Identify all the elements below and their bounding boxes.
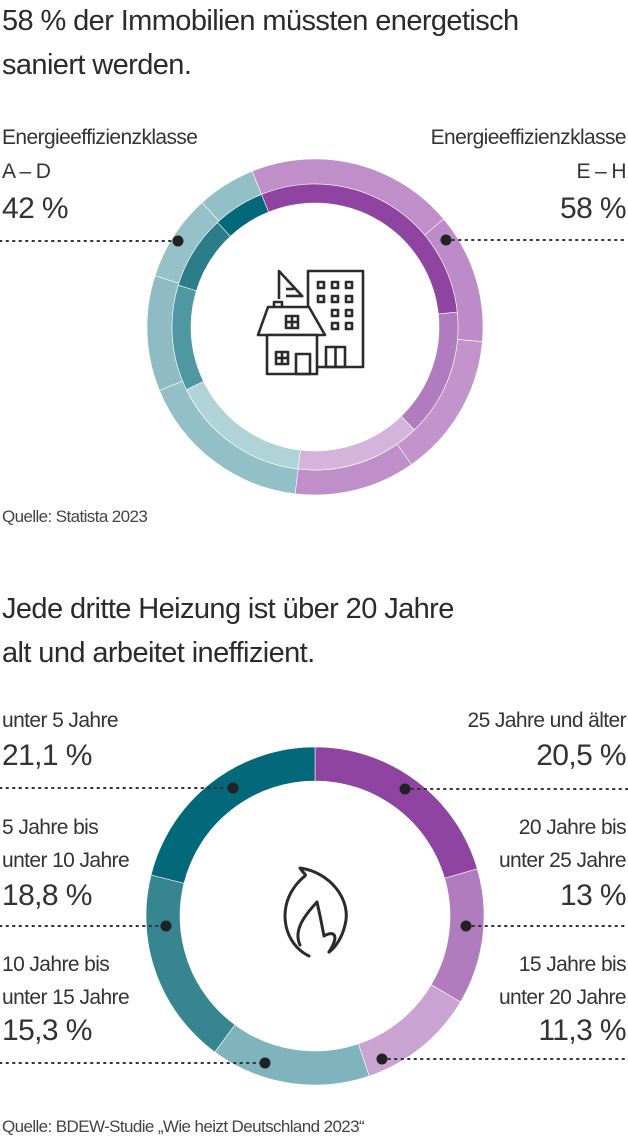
slice-3	[214, 1024, 370, 1086]
slice-5	[150, 746, 316, 884]
label-20-25-line2: unter 25 Jahre	[498, 849, 627, 872]
slice-2	[357, 984, 461, 1077]
value-unter-5: 21,1 %	[2, 739, 92, 772]
value-5-10: 18,8 %	[2, 879, 92, 912]
value-10-15: 15,3 %	[2, 1014, 92, 1047]
slice-4	[145, 874, 236, 1053]
donut-chart-heating-age	[145, 746, 485, 1086]
leader-dot-5-10	[160, 920, 172, 932]
label-10-15-line2: unter 15 Jahre	[2, 986, 130, 1009]
leader-lines	[0, 234, 628, 1069]
leader-dot-unter-5	[227, 782, 239, 794]
label-class-e-h-line2: E – H	[576, 160, 626, 183]
donut-chart-energy-classes	[146, 158, 484, 496]
leader-dot-25-plus	[399, 783, 411, 795]
label-20-25-line1: 20 Jahre bis	[518, 816, 627, 839]
value-25-plus: 20,5 %	[536, 739, 626, 772]
leader-dot-15-20	[376, 1053, 388, 1065]
leader-dot-10-15	[259, 1057, 271, 1069]
label-10-15-line1: 10 Jahre bis	[2, 953, 110, 976]
label-5-10-line2: unter 10 Jahre	[2, 849, 130, 872]
label-15-20-line2: unter 20 Jahre	[498, 986, 627, 1009]
chart1-title-line2: saniert werden.	[2, 49, 192, 81]
chart1-title-line1: 58 % der Immobilien müssten energetisch	[2, 5, 519, 37]
flame-icon	[283, 866, 348, 958]
label-15-20-line1: 15 Jahre bis	[518, 953, 627, 976]
leader-dot-class-e-h	[440, 234, 452, 246]
chart2-title-line2: alt und arbeitet ineffizient.	[2, 637, 315, 669]
slice-1	[430, 868, 485, 1003]
label-5-10-line1: 5 Jahre bis	[2, 816, 99, 839]
leader-dot-class-a-d	[172, 235, 184, 247]
slice-0	[314, 746, 478, 879]
chart1-source: Quelle: Statista 2023	[2, 507, 148, 526]
label-class-e-h-line1: Energieeffizienzklasse	[430, 126, 627, 149]
label-class-a-d-line2: A – D	[2, 160, 51, 183]
leader-dot-20-25	[460, 920, 472, 932]
label-unter-5: unter 5 Jahre	[2, 709, 119, 732]
buildings-icon	[256, 269, 365, 376]
label-25-plus: 25 Jahre und älter	[467, 709, 627, 732]
label-class-a-d-line1: Energieeffizienzklasse	[2, 126, 198, 149]
slice-class-a-d-inner	[217, 194, 269, 237]
chart2-title-line1: Jede dritte Heizung ist über 20 Jahre	[2, 593, 454, 625]
value-class-e-h: 58 %	[560, 192, 627, 225]
value-class-a-d: 42 %	[2, 192, 69, 225]
value-20-25: 13 %	[560, 879, 627, 912]
value-15-20: 11,3 %	[538, 1014, 626, 1047]
chart2-source: Quelle: BDEW-Studie „Wie heizt Deutschla…	[2, 1117, 365, 1136]
